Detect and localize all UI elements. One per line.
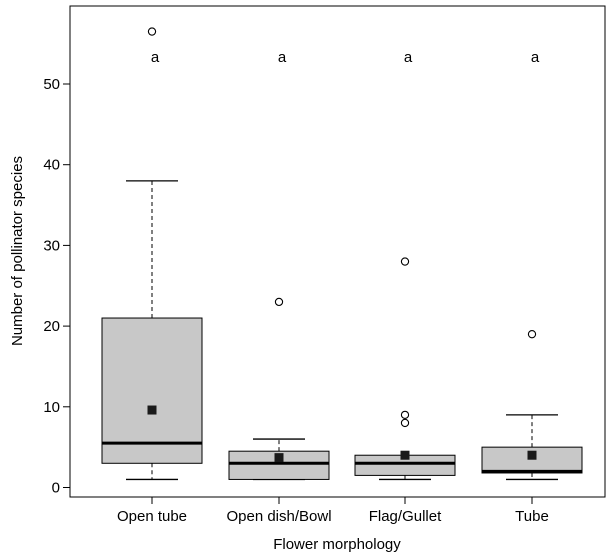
x-axis-title: Flower morphology [273,536,401,553]
outlier-point-0 [274,297,284,307]
significance-letter: a [531,49,540,66]
significance-letter: a [278,49,287,66]
x-axis: Open tube Open dish/Bowl Flag/Gullet Tube [117,497,549,525]
outlier-point-0 [147,27,157,36]
mean-marker [527,450,537,460]
outlier-point-0 [400,257,410,266]
significance-letter: a [404,49,413,66]
x-tick-label-2: Flag/Gullet [369,508,442,525]
outlier-point-1 [400,410,410,420]
y-tick-label-0: 0 [52,480,60,497]
y-axis: 0 10 20 30 40 50 [43,76,70,497]
mean-marker [274,453,284,463]
significance-letter: a [151,49,160,66]
y-tick-label-20: 20 [43,318,60,335]
mean-marker [147,405,157,415]
y-tick-label-50: 50 [43,76,60,93]
y-tick-label-30: 30 [43,237,60,254]
box-iqr [101,317,203,464]
box-group-3: a [481,49,583,481]
y-axis-title: Number of pollinator species [9,156,26,346]
box-group-0: a [101,27,203,481]
mean-marker [400,450,410,460]
y-tick-label-10: 10 [43,399,60,416]
x-tick-label-3: Tube [515,508,549,525]
box-group-2: a [354,49,456,481]
plot-frame [69,5,606,498]
x-tick-label-0: Open tube [117,508,187,525]
outlier-point-2 [400,418,410,428]
x-tick-label-1: Open dish/Bowl [226,508,331,525]
outlier-point-0 [527,330,537,339]
box-group-1: a [228,49,330,481]
y-tick-label-40: 40 [43,157,60,174]
